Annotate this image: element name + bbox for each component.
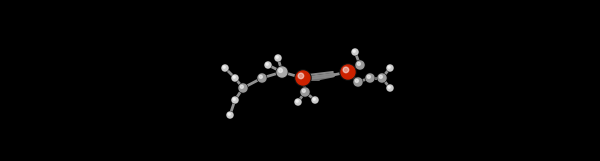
Circle shape: [232, 75, 238, 81]
Circle shape: [367, 75, 370, 78]
Circle shape: [257, 73, 266, 83]
Circle shape: [277, 67, 287, 77]
Circle shape: [387, 85, 393, 91]
Circle shape: [387, 65, 393, 71]
Circle shape: [352, 49, 358, 55]
Circle shape: [298, 73, 304, 79]
Circle shape: [276, 66, 288, 78]
Circle shape: [341, 65, 355, 79]
Circle shape: [388, 66, 391, 68]
Circle shape: [223, 66, 226, 68]
Circle shape: [258, 74, 266, 82]
Circle shape: [379, 75, 382, 78]
Circle shape: [388, 86, 391, 88]
Circle shape: [295, 99, 301, 105]
Circle shape: [353, 50, 355, 52]
Circle shape: [301, 87, 310, 97]
Circle shape: [265, 62, 271, 68]
Circle shape: [311, 97, 319, 104]
Circle shape: [353, 77, 362, 87]
Circle shape: [354, 78, 362, 86]
Circle shape: [365, 73, 374, 83]
Circle shape: [222, 65, 228, 71]
Circle shape: [343, 67, 349, 73]
Circle shape: [302, 89, 305, 92]
Circle shape: [240, 85, 244, 88]
Circle shape: [259, 75, 262, 78]
Circle shape: [275, 55, 281, 61]
Circle shape: [295, 70, 311, 86]
Circle shape: [296, 100, 298, 102]
Circle shape: [221, 65, 229, 71]
Circle shape: [233, 98, 235, 100]
Circle shape: [232, 75, 238, 81]
Circle shape: [301, 88, 309, 96]
Circle shape: [366, 74, 374, 82]
Circle shape: [233, 76, 235, 78]
Circle shape: [356, 61, 364, 69]
Circle shape: [265, 62, 271, 68]
Circle shape: [352, 49, 358, 55]
Circle shape: [312, 97, 318, 103]
Circle shape: [313, 98, 316, 100]
Circle shape: [266, 63, 268, 65]
Circle shape: [278, 68, 283, 72]
Circle shape: [295, 99, 301, 105]
Circle shape: [232, 97, 238, 104]
Circle shape: [275, 55, 281, 62]
Circle shape: [296, 71, 310, 85]
Circle shape: [386, 85, 394, 91]
Circle shape: [227, 112, 233, 118]
Circle shape: [340, 64, 356, 80]
Circle shape: [228, 113, 230, 115]
Circle shape: [378, 74, 386, 82]
Circle shape: [377, 73, 386, 83]
Circle shape: [355, 60, 365, 70]
Circle shape: [239, 84, 247, 92]
Circle shape: [357, 62, 361, 65]
Circle shape: [232, 97, 238, 103]
Circle shape: [386, 65, 394, 71]
Circle shape: [355, 79, 358, 82]
Circle shape: [238, 83, 248, 93]
Circle shape: [227, 112, 233, 118]
Circle shape: [276, 56, 278, 58]
